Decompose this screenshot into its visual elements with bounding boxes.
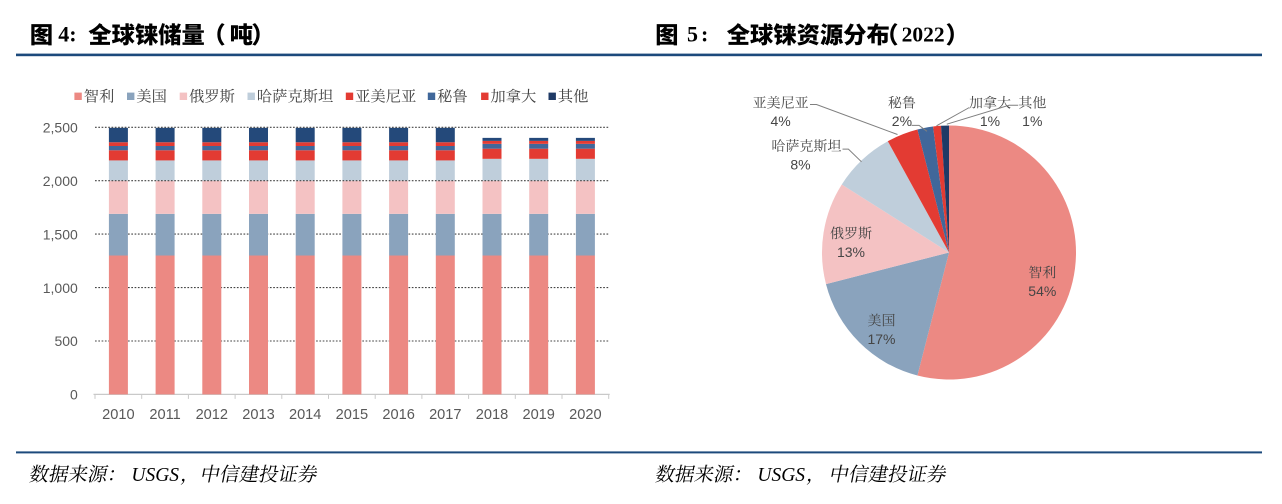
- svg-text:2012: 2012: [196, 407, 228, 423]
- svg-text:2010: 2010: [102, 407, 134, 423]
- svg-text:1%: 1%: [1022, 113, 1042, 129]
- svg-text:2,500: 2,500: [43, 120, 78, 136]
- svg-text:0: 0: [70, 387, 78, 403]
- svg-text:13%: 13%: [837, 244, 865, 260]
- svg-text:2014: 2014: [289, 407, 321, 423]
- svg-text:2015: 2015: [336, 407, 368, 423]
- svg-text:8%: 8%: [790, 157, 810, 173]
- svg-text:4:: 4:: [58, 21, 76, 46]
- svg-text:USGS: USGS: [131, 465, 179, 486]
- svg-text:4%: 4%: [770, 113, 790, 129]
- svg-text:17%: 17%: [867, 331, 895, 347]
- svg-text:2011: 2011: [149, 407, 180, 423]
- svg-text:2,000: 2,000: [43, 173, 78, 189]
- svg-text:1,000: 1,000: [43, 280, 78, 296]
- svg-text:2016: 2016: [382, 407, 414, 423]
- svg-text:1,500: 1,500: [43, 226, 78, 242]
- svg-text:500: 500: [54, 333, 78, 349]
- svg-text:2022: 2022: [902, 22, 945, 46]
- svg-text:2017: 2017: [429, 407, 461, 423]
- svg-text:2013: 2013: [242, 407, 274, 423]
- svg-text:2019: 2019: [522, 407, 554, 423]
- svg-text:54%: 54%: [1028, 283, 1056, 299]
- svg-text:USGS: USGS: [757, 465, 805, 486]
- svg-text:5:: 5:: [687, 21, 711, 46]
- svg-text:2018: 2018: [476, 407, 508, 423]
- svg-text:2%: 2%: [892, 113, 912, 129]
- svg-text:1%: 1%: [980, 113, 1000, 129]
- svg-text:2020: 2020: [569, 407, 601, 423]
